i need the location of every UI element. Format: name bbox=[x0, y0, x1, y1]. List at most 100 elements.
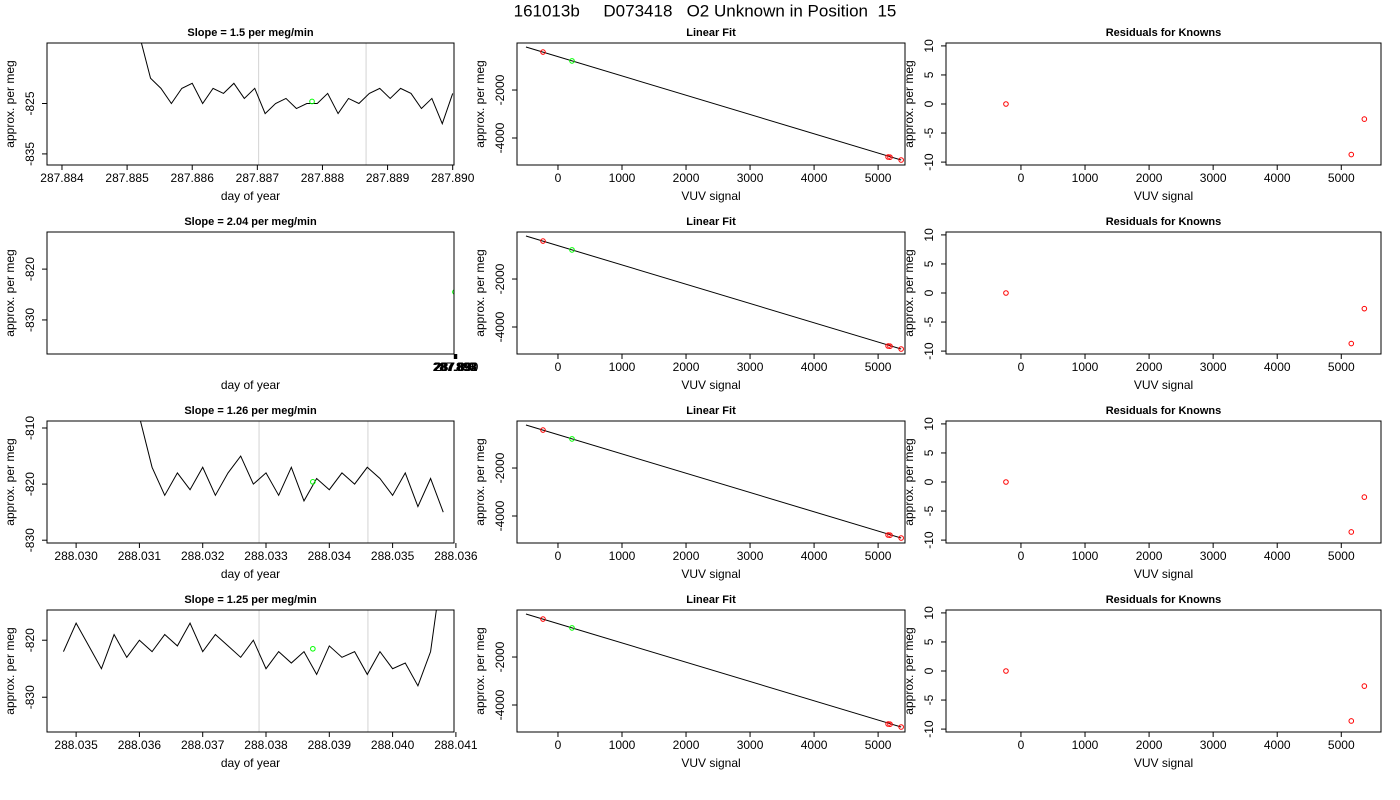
y-tick-label: -820 bbox=[23, 628, 37, 652]
data-point bbox=[885, 532, 891, 538]
x-tick-label: 287.888 bbox=[301, 171, 345, 185]
plot-area bbox=[140, 43, 454, 165]
data-point bbox=[885, 343, 891, 349]
panel-title: Linear Fit bbox=[686, 216, 736, 228]
panel-title: Linear Fit bbox=[686, 594, 736, 606]
y-tick-label: -2000 bbox=[493, 74, 507, 105]
data-point bbox=[1348, 529, 1355, 535]
x-tick-label: 2000 bbox=[1136, 171, 1163, 185]
data-point bbox=[1003, 101, 1009, 107]
data-point bbox=[1348, 151, 1355, 158]
x-tick-label: 5000 bbox=[1328, 360, 1355, 374]
y-tick-label: -820 bbox=[23, 472, 37, 496]
panel-title: Slope = 1.5 per meg/min bbox=[187, 27, 314, 39]
data-point bbox=[540, 427, 546, 433]
data-line bbox=[525, 46, 902, 161]
data-point bbox=[569, 58, 575, 64]
x-tick-label: 4000 bbox=[801, 738, 828, 752]
x-axis-label: VUV signal bbox=[1134, 567, 1193, 581]
data-point bbox=[569, 625, 575, 631]
x-tick-label: 288.040 bbox=[371, 738, 415, 752]
x-tick-label: 287.889 bbox=[366, 171, 410, 185]
y-tick-label: -2000 bbox=[493, 641, 507, 672]
panel-title: Residuals for Knowns bbox=[1106, 405, 1222, 417]
y-tick-label: -820 bbox=[23, 257, 37, 281]
x-tick-label: 5000 bbox=[1328, 738, 1355, 752]
x-tick-label: 4000 bbox=[1264, 360, 1291, 374]
x-tick-label: 0 bbox=[555, 360, 562, 374]
data-point bbox=[1361, 683, 1368, 689]
x-tick-label: 4000 bbox=[801, 171, 828, 185]
x-tick-label: 3000 bbox=[1200, 549, 1227, 563]
plot-box bbox=[516, 231, 906, 355]
data-point bbox=[885, 154, 891, 160]
y-tick-label: -5 bbox=[922, 694, 936, 705]
y-tick-label: -4000 bbox=[493, 122, 507, 153]
plot-area bbox=[525, 235, 904, 352]
data-line bbox=[525, 613, 902, 728]
data-point bbox=[898, 724, 904, 730]
data-line bbox=[525, 235, 902, 350]
panel-title: Slope = 2.04 per meg/min bbox=[184, 216, 317, 228]
x-tick-label: 1000 bbox=[609, 360, 636, 374]
x-tick-label: 288.031 bbox=[118, 549, 162, 563]
y-axis-label: approx. per meg bbox=[473, 438, 487, 525]
y-tick-label: -810 bbox=[23, 416, 37, 440]
data-point bbox=[898, 535, 904, 541]
x-tick-label: 287.895 bbox=[433, 360, 477, 374]
x-tick-label: 4000 bbox=[801, 549, 828, 563]
x-tick-label: 287.886 bbox=[171, 171, 215, 185]
x-tick-label: 2000 bbox=[1136, 549, 1163, 563]
plot-box bbox=[945, 42, 1382, 166]
x-tick-label: 0 bbox=[555, 549, 562, 563]
x-tick-label: 2000 bbox=[673, 360, 700, 374]
x-tick-label: 3000 bbox=[1200, 171, 1227, 185]
data-point bbox=[1003, 668, 1009, 674]
y-tick-label: 5 bbox=[922, 71, 936, 78]
y-axis-label: approx. per meg bbox=[902, 249, 916, 336]
y-axis-label: approx. per meg bbox=[473, 60, 487, 147]
y-tick-label: -4000 bbox=[493, 311, 507, 342]
x-tick-label: 288.036 bbox=[118, 738, 162, 752]
y-tick-label: 0 bbox=[922, 667, 936, 674]
x-tick-label: 0 bbox=[1018, 738, 1025, 752]
data-point bbox=[452, 289, 454, 295]
y-axis-label: approx. per meg bbox=[473, 249, 487, 336]
y-tick-label: -830 bbox=[23, 685, 37, 709]
y-tick-label: -5 bbox=[922, 316, 936, 327]
data-point bbox=[885, 721, 891, 727]
data-point bbox=[540, 49, 546, 55]
x-axis-label: day of year bbox=[221, 189, 280, 203]
x-tick-label: 2000 bbox=[673, 549, 700, 563]
panel-title: Slope = 1.25 per meg/min bbox=[184, 594, 317, 606]
plot-area bbox=[1003, 668, 1368, 724]
data-point bbox=[1361, 305, 1368, 312]
y-tick-label: -5 bbox=[922, 127, 936, 138]
plot-box bbox=[945, 231, 1382, 355]
x-tick-label: 288.038 bbox=[244, 738, 288, 752]
y-tick-label: 0 bbox=[922, 289, 936, 296]
y-tick-label: -4000 bbox=[493, 689, 507, 720]
x-tick-label: 288.032 bbox=[181, 549, 225, 563]
x-axis-label: VUV signal bbox=[681, 189, 740, 203]
data-line bbox=[139, 421, 444, 513]
x-tick-label: 288.034 bbox=[308, 549, 352, 563]
plot-box bbox=[46, 231, 455, 355]
x-tick-label: 288.039 bbox=[308, 738, 352, 752]
plot-box bbox=[46, 420, 455, 544]
x-tick-label: 287.892 bbox=[434, 360, 478, 374]
y-tick-label: 10 bbox=[922, 39, 936, 53]
plot-area bbox=[139, 421, 444, 543]
x-tick-label: 0 bbox=[1018, 549, 1025, 563]
y-tick-label: -10 bbox=[922, 342, 936, 360]
plot-area bbox=[1003, 290, 1368, 347]
x-axis-label: VUV signal bbox=[1134, 756, 1193, 770]
x-tick-label: 1000 bbox=[609, 738, 636, 752]
x-tick-label: 288.033 bbox=[244, 549, 288, 563]
x-tick-label: 0 bbox=[1018, 171, 1025, 185]
x-tick-label: 288.037 bbox=[181, 738, 225, 752]
x-tick-label: 288.035 bbox=[371, 549, 415, 563]
x-tick-label: 287.894 bbox=[433, 360, 477, 374]
plot-area bbox=[525, 46, 904, 163]
data-point bbox=[310, 645, 316, 652]
